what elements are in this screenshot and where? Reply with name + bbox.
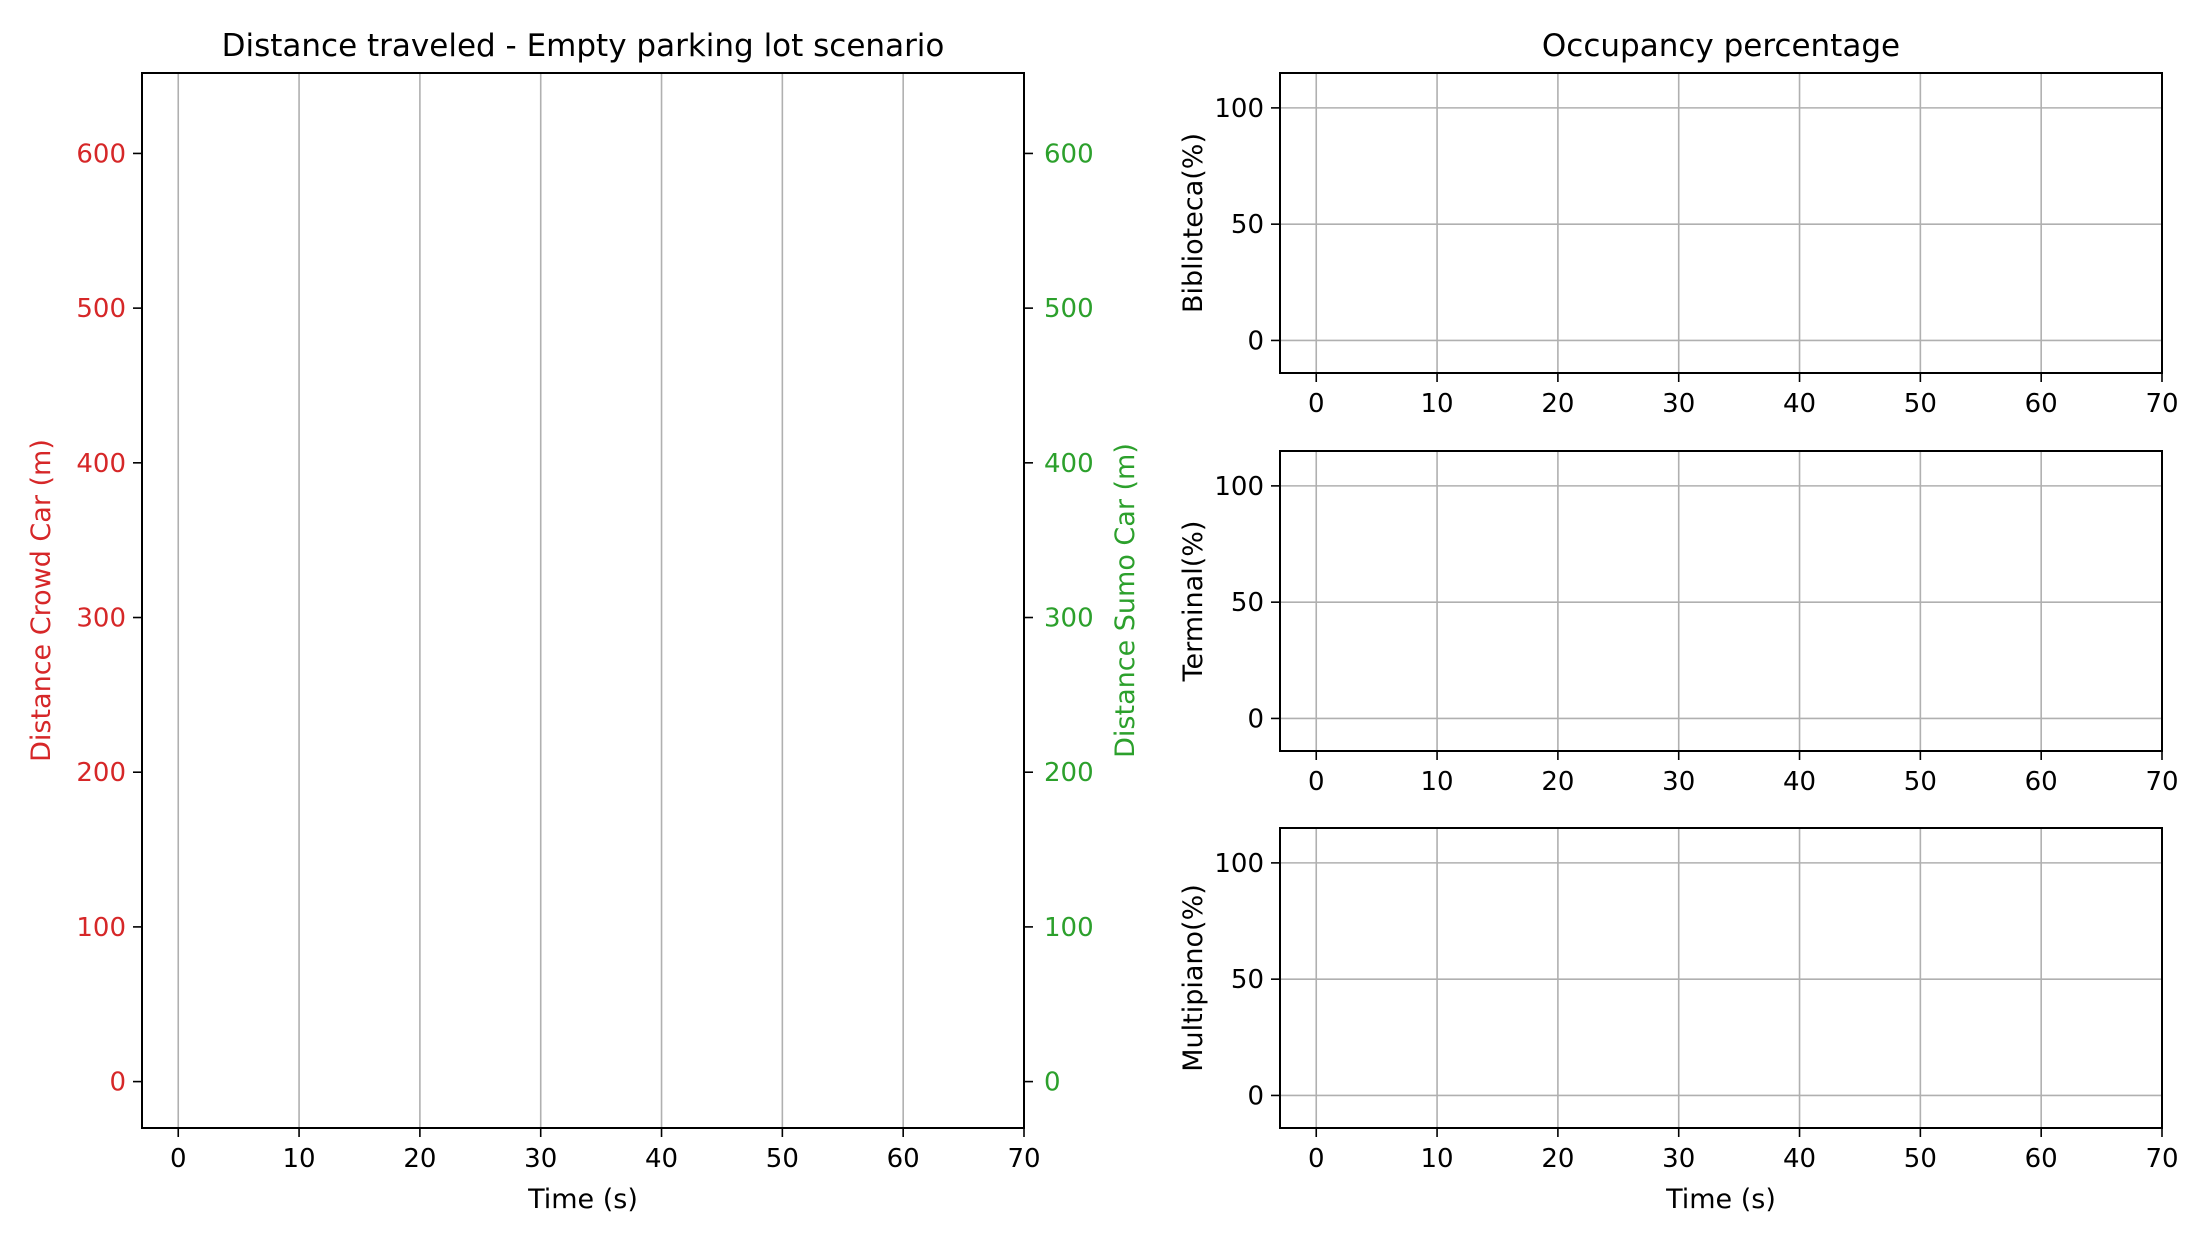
- chart-2-axes-frame: [1279, 72, 2163, 374]
- chart-1-xtick-label: 10: [283, 1144, 316, 1174]
- chart-1-ytick-label: 600: [76, 139, 126, 169]
- chart-3-xtick-label: 30: [1662, 767, 1695, 797]
- chart-3-ylabel: Terminal(%): [1178, 521, 1209, 683]
- chart-4-ylabel: Multipiano(%): [1178, 884, 1209, 1072]
- chart-4-xtick-label: 10: [1421, 1144, 1454, 1174]
- chart-3-ytick-label: 100: [1214, 472, 1264, 502]
- chart-3-xtick-label: 40: [1783, 767, 1816, 797]
- chart-2-xtick-label: 10: [1421, 389, 1454, 419]
- chart-1-axes-frame: [141, 72, 1025, 1129]
- chart-3-xtick-label: 50: [1904, 767, 1937, 797]
- chart-1-ylabel-right: Distance Sumo Car (m): [1110, 443, 1141, 758]
- chart-1-ytick-right-label: 200: [1044, 758, 1094, 788]
- chart-4-xtick-label: 60: [2025, 1144, 2058, 1174]
- chart-4-xlabel: Time (s): [1665, 1184, 1776, 1215]
- chart-1-xtick-label: 70: [1007, 1144, 1040, 1174]
- chart-2-xtick-label: 40: [1783, 389, 1816, 419]
- chart-1-ytick-right-label: 600: [1044, 139, 1094, 169]
- chart-1-ytick-right-label: 500: [1044, 294, 1094, 324]
- chart-3-xtick-label: 20: [1541, 767, 1574, 797]
- chart-2-xtick-label: 70: [2145, 389, 2178, 419]
- chart-2-ylabel: Biblioteca(%): [1178, 133, 1209, 313]
- chart-2-ytick-label: 100: [1214, 94, 1264, 124]
- chart-1-xtick-label: 40: [645, 1144, 678, 1174]
- chart-2-title: Occupancy percentage: [1542, 28, 1900, 64]
- chart-1-xtick-label: 50: [766, 1144, 799, 1174]
- chart-3-axes-frame: [1279, 450, 2163, 752]
- chart-1-ytick-label: 100: [76, 913, 126, 943]
- chart-4-ytick-label: 0: [1247, 1081, 1264, 1111]
- chart-3-xtick-label: 0: [1308, 767, 1325, 797]
- chart-1-ytick-right-label: 0: [1044, 1068, 1061, 1098]
- chart-1-xtick-label: 60: [887, 1144, 920, 1174]
- charts-layer: 0 10 20 30 40 50 60 700100200300400500600010020…: [26, 28, 2179, 1215]
- chart-2-ytick-label: 50: [1231, 210, 1264, 240]
- chart-1-xtick-label: 30: [524, 1144, 557, 1174]
- chart-2-xtick-label: 60: [2025, 389, 2058, 419]
- chart-1-ytick-label: 300: [76, 604, 126, 634]
- chart-1-ytick-right-label: 100: [1044, 913, 1094, 943]
- chart-1-title: Distance traveled - Empty parking lot sc…: [222, 28, 945, 64]
- chart-1-ytick-label: 200: [76, 758, 126, 788]
- chart-4-ytick-label: 50: [1231, 965, 1264, 995]
- chart-1-xlabel: Time (s): [527, 1184, 638, 1215]
- chart-1-ytick-right-label: 400: [1044, 449, 1094, 479]
- chart-4-ytick-label: 100: [1214, 849, 1264, 879]
- chart-1-xtick-label: 0: [170, 1144, 187, 1174]
- chart-4-xtick-label: 30: [1662, 1144, 1695, 1174]
- chart-3-xtick-label: 10: [1421, 767, 1454, 797]
- chart-1-ytick-label: 0: [109, 1068, 126, 1098]
- chart-4-xtick-label: 70: [2145, 1144, 2178, 1174]
- chart-2-xtick-label: 30: [1662, 389, 1695, 419]
- chart-3-xtick-label: 60: [2025, 767, 2058, 797]
- chart-1-xtick-label: 20: [403, 1144, 436, 1174]
- chart-1-ytick-right-label: 300: [1044, 604, 1094, 634]
- chart-4-axes-frame: [1279, 827, 2163, 1129]
- chart-4-xtick-label: 20: [1541, 1144, 1574, 1174]
- chart-4-xtick-label: 0: [1308, 1144, 1325, 1174]
- chart-1-ytick-label: 400: [76, 449, 126, 479]
- chart-4-xtick-label: 40: [1783, 1144, 1816, 1174]
- chart-2-xtick-label: 50: [1904, 389, 1937, 419]
- chart-2-xtick-label: 20: [1541, 389, 1574, 419]
- chart-1-ylabel: Distance Crowd Car (m): [26, 439, 57, 762]
- chart-3-ytick-label: 0: [1247, 704, 1264, 734]
- chart-3-xtick-label: 70: [2145, 767, 2178, 797]
- chart-4-xtick-label: 50: [1904, 1144, 1937, 1174]
- chart-3-ytick-label: 50: [1231, 588, 1264, 618]
- chart-2-xtick-label: 0: [1308, 389, 1325, 419]
- chart-2-ytick-label: 0: [1247, 326, 1264, 356]
- chart-1-ytick-label: 500: [76, 294, 126, 324]
